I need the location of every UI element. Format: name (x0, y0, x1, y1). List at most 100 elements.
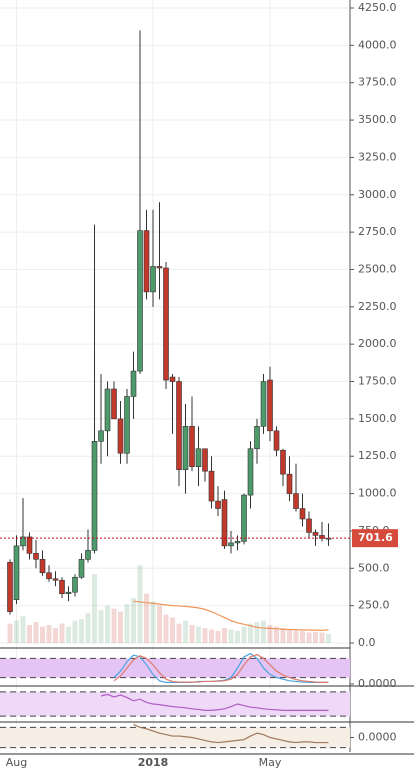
candle-body (7, 562, 13, 612)
candle-body (254, 426, 260, 450)
candle-body (124, 396, 130, 454)
volume-bar (235, 631, 240, 643)
volume-bar (261, 620, 266, 643)
candle-body (85, 550, 91, 560)
candle-body (208, 470, 215, 502)
y-tick-label: 3750.0 (358, 76, 397, 89)
volume-bar (274, 626, 279, 643)
y-tick-label: 2750.0 (358, 225, 397, 238)
y-tick-label: 4250.0 (358, 1, 397, 14)
y-tick-label: 2500.0 (358, 262, 397, 275)
y-tick-label: 1250.0 (358, 449, 397, 462)
candle-body (156, 266, 163, 269)
candle-body (137, 230, 143, 372)
candle-body (260, 381, 267, 427)
volume-bar (215, 631, 221, 643)
x-tick-label: Aug (6, 756, 27, 769)
volume-bar (254, 622, 260, 643)
candle-body (189, 426, 195, 467)
candle-body (228, 542, 234, 547)
volume-bar (98, 610, 104, 643)
candle-body (13, 545, 20, 600)
candle-body (286, 473, 293, 494)
volume-bar (46, 625, 52, 643)
y-tick-label: 0.0000 (358, 677, 397, 690)
y-tick-label: 0.0 (358, 636, 376, 649)
candle-body (221, 499, 228, 547)
volume-bar (267, 625, 273, 643)
candle-body (234, 541, 241, 544)
volume-bar (66, 626, 71, 643)
indicator-band (0, 691, 350, 717)
candle-body (280, 449, 286, 475)
candle-body (273, 430, 280, 451)
candle-body (52, 578, 59, 581)
volume-bar (59, 623, 65, 643)
volume-bar (111, 608, 117, 643)
candle-body (169, 376, 176, 382)
candle-body (150, 266, 156, 293)
volume-bar (20, 616, 26, 643)
candle-body (176, 381, 182, 470)
volume-bar (137, 565, 143, 643)
indicator-band (0, 658, 350, 678)
candle-body (299, 508, 306, 520)
candle-body (20, 536, 26, 547)
candle-body (65, 591, 72, 594)
volume-bar (222, 628, 227, 643)
indicator-line (133, 723, 329, 744)
volume-bar (202, 628, 208, 643)
y-tick-label: 1000.0 (358, 487, 397, 500)
candle-body (98, 430, 104, 442)
y-tick-label: 3250.0 (358, 150, 397, 163)
candle-body (33, 553, 39, 560)
volume-bar (33, 622, 39, 643)
volume-bar (72, 620, 78, 643)
last-price-label: 701.6 (358, 531, 393, 544)
volume-bar (118, 611, 123, 643)
candle-body (312, 532, 319, 536)
candle-body (306, 518, 312, 533)
volume-bar (228, 629, 234, 643)
candle-body (241, 494, 247, 542)
candle-body (72, 576, 78, 593)
candle-body (202, 448, 208, 472)
volume-bar (209, 629, 214, 643)
volume-bar (144, 593, 149, 643)
x-tick-label: 2018 (138, 756, 169, 769)
moving-average (133, 600, 329, 631)
candle-body (91, 440, 98, 551)
volume-bar (293, 630, 299, 643)
y-tick-label: 3500.0 (358, 113, 397, 126)
volume-bar (124, 604, 130, 643)
candle-body (39, 559, 46, 574)
x-tick-label: May (259, 756, 282, 769)
y-tick-label: 1500.0 (358, 412, 397, 425)
candle-body (78, 559, 85, 578)
candle-body (26, 536, 33, 554)
volume-bar (105, 605, 110, 643)
y-tick-label: 500.0 (358, 561, 390, 574)
y-tick-label: 2000.0 (358, 337, 397, 350)
volume-bar (326, 634, 331, 643)
candle-body (130, 370, 137, 397)
candle-body (59, 579, 65, 594)
volume-bar (183, 620, 188, 643)
volume-bar (14, 620, 19, 643)
candle-body (143, 230, 150, 293)
volume-bar (131, 598, 136, 643)
candle-body (163, 267, 169, 381)
candle-body (111, 388, 117, 420)
volume-bar (313, 631, 318, 643)
indicator-line (100, 693, 329, 711)
volume-bar (319, 632, 325, 643)
volume-bar (27, 625, 32, 643)
volume-bar (280, 628, 286, 643)
y-tick-label: 4000.0 (358, 38, 397, 51)
volume-bar (170, 617, 175, 643)
volume-bar (92, 574, 97, 643)
last-price-box (352, 529, 398, 548)
candle-body (293, 493, 299, 509)
volume-bar (163, 614, 169, 643)
candle-body (117, 418, 124, 454)
